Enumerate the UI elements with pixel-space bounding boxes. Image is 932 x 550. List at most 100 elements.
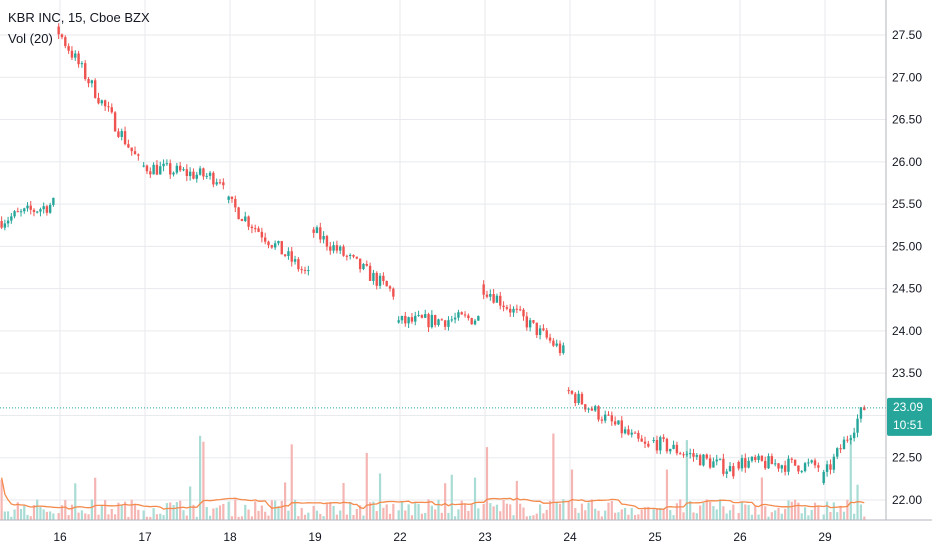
candle-body: [777, 463, 780, 469]
volume-bar: [424, 512, 427, 520]
candle-body: [162, 163, 165, 167]
volume-bar: [195, 516, 198, 520]
volume-bar: [832, 502, 835, 520]
volume-bar: [577, 512, 580, 520]
candle-body: [39, 209, 42, 212]
volume-bar: [332, 506, 335, 520]
candle-body: [385, 281, 388, 287]
candle-body: [509, 308, 512, 313]
volume-bar: [797, 502, 800, 520]
volume-bar: [825, 501, 829, 520]
candle-body: [257, 228, 260, 232]
candle-body: [822, 471, 825, 484]
candle-body: [463, 314, 467, 316]
volume-bar: [202, 441, 205, 520]
volume-bar: [672, 515, 675, 520]
candle-body: [230, 196, 234, 199]
volume-bar: [77, 512, 80, 520]
candle-body: [489, 294, 492, 297]
candle-body: [345, 255, 349, 257]
candle-body: [6, 220, 10, 224]
candle-body: [254, 228, 257, 230]
volume-bar: [94, 477, 97, 520]
volume-bar: [227, 501, 230, 520]
volume-bar: [784, 508, 787, 520]
candle-body: [737, 461, 740, 469]
candle-body: [427, 314, 430, 328]
candle-body: [702, 454, 705, 466]
volume-bar: [49, 511, 52, 520]
candle-body: [846, 439, 849, 441]
volume-bar: [539, 504, 542, 520]
candle-body: [48, 204, 52, 213]
candle-body: [863, 407, 866, 410]
candle-body: [817, 465, 820, 468]
candle-body: [307, 270, 310, 272]
candle-body: [630, 432, 633, 435]
volume-bar: [525, 516, 528, 520]
candle-body: [715, 459, 718, 462]
volume-bar: [655, 508, 659, 520]
candle-body: [499, 295, 502, 306]
volume-bar: [747, 504, 750, 520]
candle-body: [97, 97, 100, 104]
volume-bar: [300, 507, 303, 520]
time-tick-label: 19: [308, 530, 322, 544]
volume-bar: [260, 505, 263, 520]
volume-bar: [247, 509, 250, 520]
price-tick-label: 22.00: [892, 493, 922, 507]
volume-bar: [600, 516, 603, 520]
volume-bar: [652, 509, 655, 520]
candle-body: [522, 309, 525, 317]
candle-body: [600, 419, 604, 421]
volume-indicator-label[interactable]: Vol (20): [8, 31, 53, 46]
candle-body: [440, 319, 444, 321]
volume-bar: [335, 514, 338, 520]
volume-bar: [120, 504, 123, 520]
volume-bar: [264, 511, 267, 520]
volume-bar: [485, 447, 489, 520]
candle-body: [675, 444, 679, 454]
candle-body: [512, 308, 515, 313]
candle-body: [584, 404, 587, 410]
volume-bar: [813, 502, 817, 520]
candle-body: [807, 462, 810, 464]
price-tick-label: 25.00: [892, 239, 922, 253]
candle-body: [80, 63, 84, 65]
candle-body: [712, 461, 715, 468]
candle-body: [679, 453, 682, 455]
volume-bar: [80, 510, 83, 520]
volume-bar: [620, 509, 623, 520]
volume-bar: [712, 506, 715, 520]
time-axis[interactable]: 16 17 18 19 22 23 24 25 26 29: [53, 530, 832, 544]
volume-bar: [760, 477, 763, 520]
candle-body: [202, 168, 205, 177]
volume-bar: [29, 516, 32, 520]
candle-body: [617, 420, 620, 425]
volume-bar: [127, 516, 130, 520]
time-tick-label: 17: [138, 530, 152, 544]
candle-body: [813, 460, 817, 466]
candle-body: [0, 221, 3, 228]
volume-bar: [777, 507, 780, 520]
candle-body: [297, 259, 300, 270]
candle-body: [212, 172, 215, 185]
price-tick-label: 27.50: [892, 28, 922, 42]
candle-body: [375, 272, 378, 286]
volume-bar: [467, 510, 470, 520]
volume-bar: [414, 502, 417, 520]
candle-body: [790, 458, 793, 460]
price-axis[interactable]: 22.0022.5023.0023.5024.0024.5025.0025.50…: [892, 28, 922, 507]
candle-body: [470, 318, 473, 325]
candle-body: [70, 50, 74, 58]
candle-body: [215, 182, 218, 185]
candle-body: [603, 414, 607, 421]
candle-body: [45, 206, 49, 213]
volume-bar: [725, 513, 728, 520]
candle-body: [482, 284, 485, 295]
candle-body: [623, 429, 627, 434]
volume-bar: [189, 486, 192, 520]
time-tick-label: 24: [563, 530, 577, 544]
volume-bar: [244, 504, 247, 520]
